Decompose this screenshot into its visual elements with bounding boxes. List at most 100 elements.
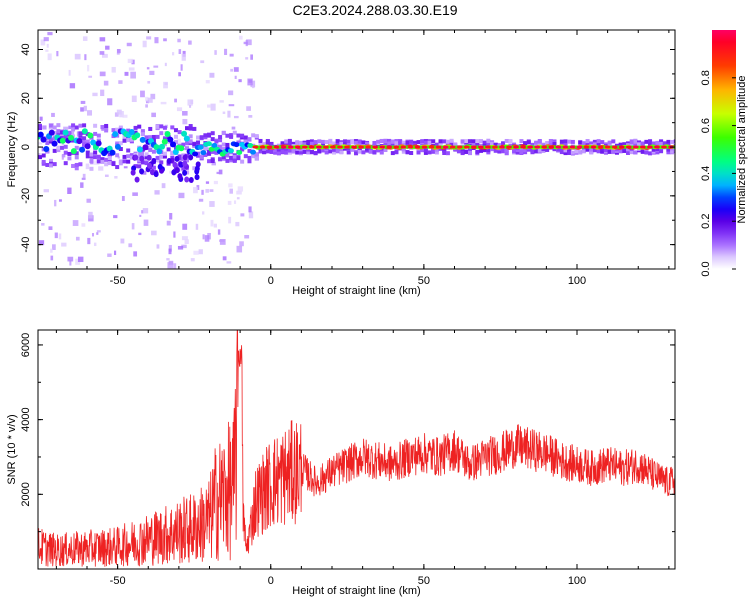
heatmap-cloud-cell (545, 141, 550, 146)
heatmap-cloud-cell (600, 140, 605, 145)
heatmap-cloud-cell (460, 139, 465, 144)
heatmap-cloud-cell (104, 123, 109, 128)
heatmap-cloud-cell (78, 123, 83, 128)
heatmap-cloud-cell (383, 138, 388, 143)
heatmap-cloud-cell (151, 165, 156, 170)
heatmap-cloud-cell (467, 148, 472, 153)
heatmap-cloud-cell (221, 147, 226, 152)
heatmap-cloud-cell (173, 134, 178, 139)
colorbar-tick-label: 0.4 (700, 166, 712, 181)
heatmap-noise-cell (98, 166, 104, 171)
heatmap-cloud-cell (383, 143, 388, 148)
heatmap-cloud-cell (401, 149, 406, 154)
heatmap-cloud-cell (60, 130, 65, 135)
heatmap-cloud-cell (640, 149, 645, 154)
heatmap-cloud-cell (328, 138, 333, 143)
heatmap-cloud-cell (519, 150, 524, 155)
heatmap-cloud-cell (107, 153, 112, 158)
heatmap-cloud-cell (339, 141, 344, 146)
heatmap-noise-cell (38, 240, 45, 246)
heatmap-ridge-peak (477, 145, 484, 149)
heatmap-noise-cell (244, 234, 250, 239)
heatmap-cloud-cell (45, 141, 50, 146)
heatmap-cloud-cell (122, 154, 127, 159)
heatmap-cloud-cell (236, 140, 241, 145)
heatmap-cloud-cell (449, 141, 454, 146)
heatmap-ridge-peak (273, 145, 280, 149)
heatmap-cloud-cell (60, 145, 65, 150)
heatmap-cloud-cell (280, 141, 285, 146)
heatmap-cloud-cell (592, 142, 597, 147)
heatmap-ridge-cell (211, 143, 218, 149)
heatmap-cloud-cell (581, 141, 586, 146)
heatmap-cloud-cell (129, 155, 134, 160)
snr-plot: -50 0 50 100 2000 4000 6000 Height of straight … (6, 329, 676, 597)
heatmap-lowband-cell (182, 160, 188, 167)
heatmap-cloud-cell (626, 150, 630, 155)
heatmap-noise-cell (169, 212, 173, 220)
heatmap-noise-cell (58, 233, 62, 240)
heatmap-cloud-cell (346, 139, 351, 144)
heatmap-cloud-cell (438, 139, 443, 144)
heatmap-ridge-cell (208, 146, 215, 152)
heatmap-noise-cell (84, 54, 87, 61)
heatmap-cloud-cell (567, 139, 572, 144)
heatmap-cloud-cell (129, 137, 134, 142)
heatmap-noise-cell (40, 39, 46, 46)
heatmap-cloud-cell (148, 135, 153, 140)
heatmap-cloud-cell (203, 146, 208, 151)
heatmap-noise-cell (74, 53, 81, 60)
heatmap-cloud-cell (324, 150, 329, 155)
heatmap-noise-cell (68, 69, 71, 76)
heatmap-noise-cell (87, 64, 90, 72)
heatmap-cloud-cell (214, 150, 219, 155)
heatmap-cloud-cell (74, 125, 79, 130)
heatmap-noise-cell (248, 211, 254, 219)
heatmap-cloud-cell (346, 148, 351, 153)
heatmap-noise-cell (173, 263, 177, 269)
heatmap-noise-cell (204, 235, 210, 242)
heatmap-cloud-cell (343, 142, 348, 147)
heatmap-cloud-cell (607, 140, 612, 145)
heatmap-noise-cell (93, 160, 100, 165)
heatmap-noise-cell (43, 37, 49, 42)
heatmap-noise-cell (50, 255, 54, 261)
heatmap-cloud-cell (133, 164, 138, 169)
heatmap-ridge-peak (414, 145, 421, 149)
colorbar-tick-label: 0.0 (700, 261, 712, 276)
heatmap-cloud-cell (490, 141, 495, 146)
heatmap-ridge-peak (315, 145, 322, 149)
heatmap-cloud-cell (442, 150, 447, 155)
heatmap-noise-cell (80, 107, 84, 112)
heatmap-noise-cell (178, 49, 182, 54)
heatmap-cloud-cell (159, 154, 164, 159)
heatmap-cloud-cell (38, 124, 42, 129)
heatmap-cloud-cell (49, 139, 54, 144)
heatmap-cloud-cell (324, 140, 329, 145)
heatmap-cloud-cell (221, 155, 226, 160)
heatmap-noise-cell (69, 83, 76, 89)
heatmap-noise-cell (61, 242, 67, 247)
heatmap-cloud-cell (93, 155, 98, 160)
heatmap-cloud-cell (192, 126, 197, 131)
heatmap-noise-cell (177, 38, 181, 43)
heatmap-cloud-cell (523, 141, 528, 146)
heatmap-cloud-cell (159, 131, 164, 136)
heatmap-cloud-cell (357, 139, 362, 144)
heatmap-cloud-cell (387, 141, 392, 146)
heatmap-noise-cell (47, 32, 53, 36)
heatmap-ridge-peak (527, 145, 534, 149)
heatmap-cloud-cell (320, 139, 325, 144)
heatmap-noise-cell (213, 180, 218, 185)
heatmap-cloud-cell (434, 147, 439, 152)
heatmap-noise-cell (236, 197, 240, 200)
heatmap-ridge-cell (38, 131, 44, 138)
heatmap-cloud-cell (357, 142, 362, 147)
heatmap-noise-cell (235, 221, 240, 227)
heatmap-cloud-cell (170, 125, 175, 130)
heatmap-noise-cell (99, 51, 105, 55)
heatmap-cloud-cell (600, 149, 605, 154)
heatmap-lowband-cell (182, 154, 188, 161)
heatmap-cloud-cell (251, 133, 256, 138)
heatmap-cloud-cell (140, 132, 145, 137)
